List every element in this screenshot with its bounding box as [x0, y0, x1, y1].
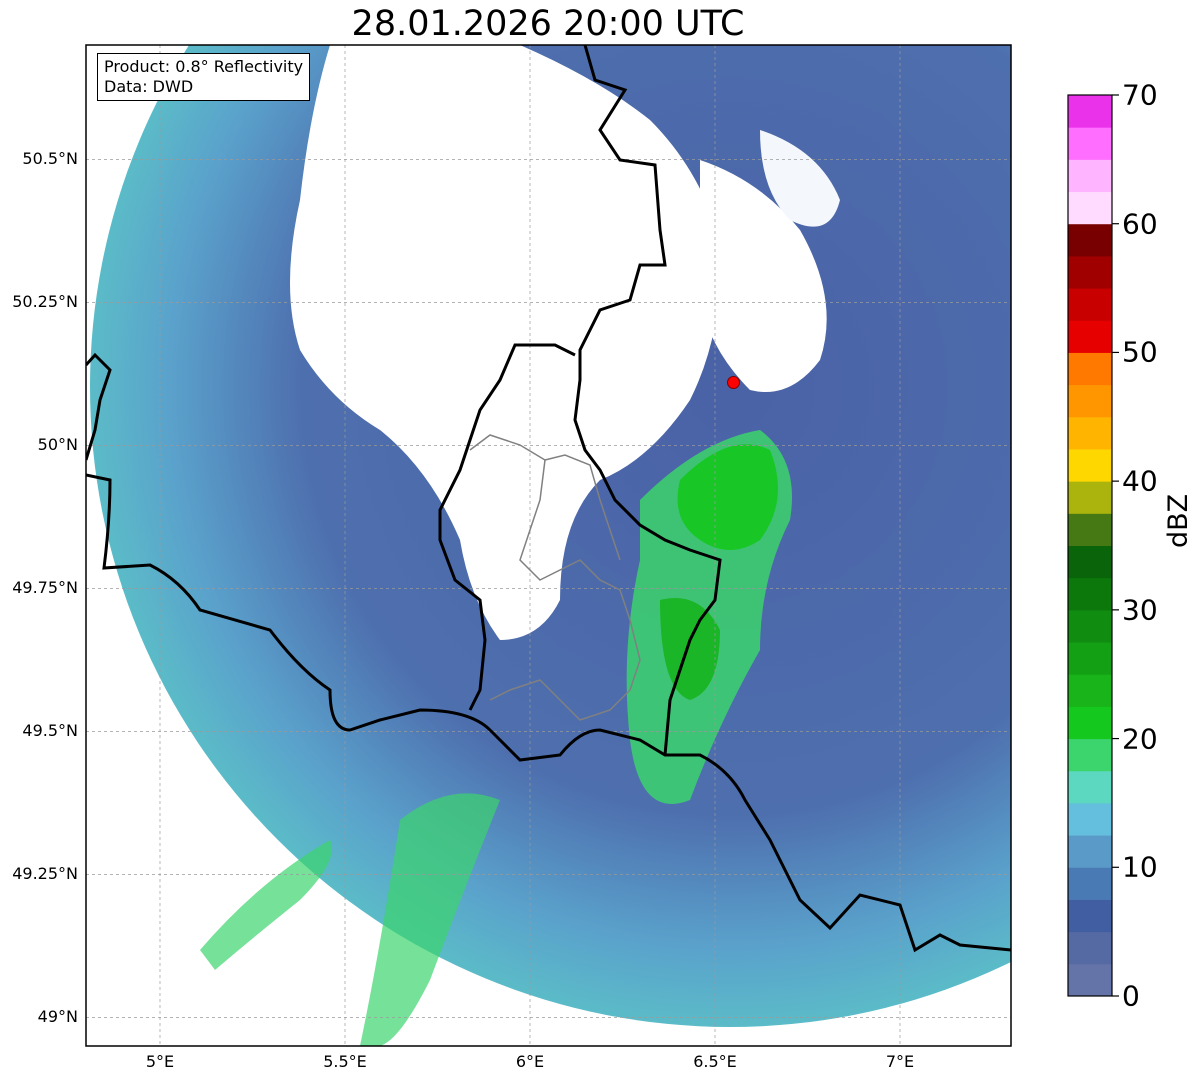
echo-strong — [677, 444, 778, 550]
lon-tick-label: 5°E — [145, 1052, 175, 1071]
radar-site-marker — [727, 375, 740, 389]
lat-tick-label: 50.25°N — [12, 292, 78, 312]
colorbar-tick-label: 10 — [1122, 850, 1158, 884]
lat-tick-label: 49°N — [37, 1007, 78, 1027]
lon-tick-label: 6°E — [515, 1052, 545, 1071]
colorbar-tick-label: 70 — [1122, 78, 1158, 112]
colorbar-segment — [1068, 770, 1112, 804]
colorbar-segment — [1068, 255, 1112, 289]
colorbar-segment — [1068, 802, 1112, 836]
colorbar-segment — [1068, 931, 1112, 965]
country-border-west — [438, 343, 576, 711]
product-label: Product: 0.8° Reflectivity — [104, 57, 304, 76]
data-source-label: Data: DWD — [104, 77, 194, 96]
colorbar-tick-label: 30 — [1122, 593, 1158, 627]
colorbar-segment — [1068, 577, 1112, 611]
colorbar-segment — [1068, 609, 1112, 643]
lon-tick-label: 5.5°E — [323, 1052, 367, 1071]
colorbar-segment — [1068, 545, 1112, 579]
colorbar-segment — [1068, 513, 1112, 546]
colorbar-frame — [1067, 94, 1113, 997]
colorbar-segment — [1068, 384, 1112, 418]
colorbar-segment — [1068, 159, 1112, 193]
colorbar-segment — [1068, 481, 1112, 514]
colorbar-tick-label: 60 — [1122, 207, 1158, 241]
country-border-far-west — [86, 352, 112, 461]
no-echo-region-ne — [760, 130, 840, 227]
colorbar-segment — [1068, 738, 1112, 772]
colorbar-segment — [1068, 642, 1112, 675]
echo-strong-2 — [660, 598, 720, 700]
no-echo-region — [290, 45, 721, 640]
colorbar-segment — [1068, 706, 1112, 740]
colorbar-segment — [1068, 674, 1112, 707]
lat-tick-label: 49.5°N — [22, 721, 78, 741]
lat-tick-label: 50.5°N — [22, 149, 78, 169]
map-gridlines — [86, 45, 1011, 1046]
colorbar-segment — [1068, 963, 1112, 997]
colorbar-segment — [1068, 867, 1112, 900]
region-outline — [469, 434, 641, 721]
colorbar-label: dBZ — [1163, 493, 1194, 548]
colorbar-segment — [1068, 95, 1112, 128]
lon-tick-label: 7°E — [885, 1052, 915, 1071]
region-outline-2 — [544, 454, 621, 561]
colorbar-segment — [1068, 352, 1112, 386]
map-frame — [85, 44, 1012, 1047]
colorbar-segment — [1068, 416, 1112, 450]
product-info-box: Product: 0.8° Reflectivity Data: DWD — [97, 53, 311, 101]
colorbar-tick-label: 0 — [1122, 979, 1140, 1013]
echo-band-sw — [200, 840, 332, 970]
colorbar-segment — [1068, 320, 1112, 353]
no-echo-region-east — [700, 160, 827, 392]
colorbar-tick-label: 40 — [1122, 464, 1158, 498]
colorbar-segment — [1068, 127, 1112, 160]
lat-tick-label: 49.75°N — [12, 578, 78, 598]
colorbar-segment — [1068, 223, 1112, 257]
radar-echo-layer — [86, 45, 1011, 1046]
country-border — [86, 473, 1011, 953]
lon-tick-label: 6.5°E — [693, 1052, 737, 1071]
colorbar-segment — [1068, 899, 1112, 933]
colorbar-segment — [1068, 191, 1112, 225]
echo-moderate-south — [360, 793, 500, 1046]
country-border-north — [573, 45, 722, 756]
colorbar — [1068, 94, 1119, 997]
lat-tick-label: 49.25°N — [12, 864, 78, 884]
colorbar-tick-label: 50 — [1122, 335, 1158, 369]
colorbar-tick-label: 20 — [1122, 722, 1158, 756]
colorbar-segment — [1068, 448, 1112, 482]
lat-tick-label: 50°N — [37, 435, 78, 455]
colorbar-segment — [1068, 835, 1112, 868]
map-title: 28.01.2026 20:00 UTC — [351, 4, 745, 44]
colorbar-segment — [1068, 288, 1112, 321]
